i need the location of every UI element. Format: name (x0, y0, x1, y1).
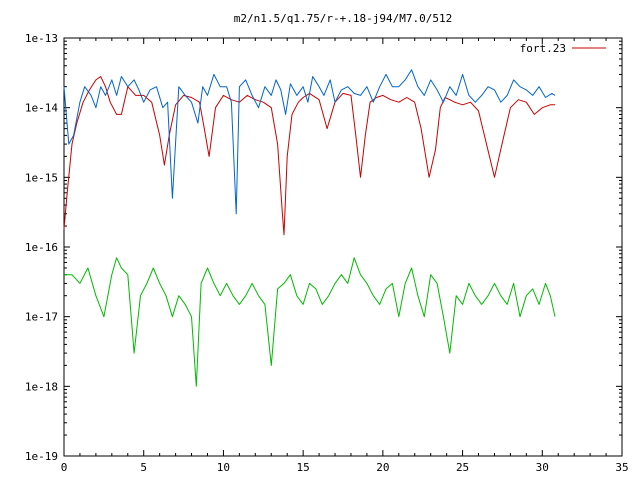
series-lines (63, 69, 556, 387)
series-line-1 (63, 69, 556, 215)
y-tick-label-4: 1e-17 (25, 311, 58, 324)
x-tick-label-4: 20 (376, 461, 389, 474)
x-tick-label-2: 10 (217, 461, 230, 474)
axes: 0 5 10 15 20 25 30 35 1e-13 1e-14 1e-15 1e-16 1e-17 1… (25, 32, 629, 474)
x-tick-label-5: 25 (456, 461, 469, 474)
x-tick-label-0: 0 (61, 461, 68, 474)
y-tick-label-5: 1e-18 (25, 380, 58, 393)
y-tick-label-6: 1e-19 (25, 450, 58, 463)
x-tick-label-7: 35 (615, 461, 628, 474)
series-line-2 (64, 257, 556, 387)
legend: fort.23 (520, 42, 606, 55)
plot-frame (63, 37, 623, 457)
x-tick-label-3: 15 (297, 461, 310, 474)
plot-area (63, 37, 623, 457)
chart-title: m2/n1.5/q1.75/r-+.18-j94/M7.0/512 (234, 12, 453, 25)
y-tick-label-0: 1e-13 (25, 32, 58, 45)
series-line-0 (63, 76, 555, 236)
y-tick-label-1: 1e-14 (25, 102, 58, 115)
y-tick-label-3: 1e-16 (25, 241, 58, 254)
legend-label-fort-23: fort.23 (520, 42, 566, 55)
x-tick-label-6: 30 (536, 461, 549, 474)
y-tick-label-2: 1e-15 (25, 171, 58, 184)
x-tick-label-1: 5 (140, 461, 147, 474)
